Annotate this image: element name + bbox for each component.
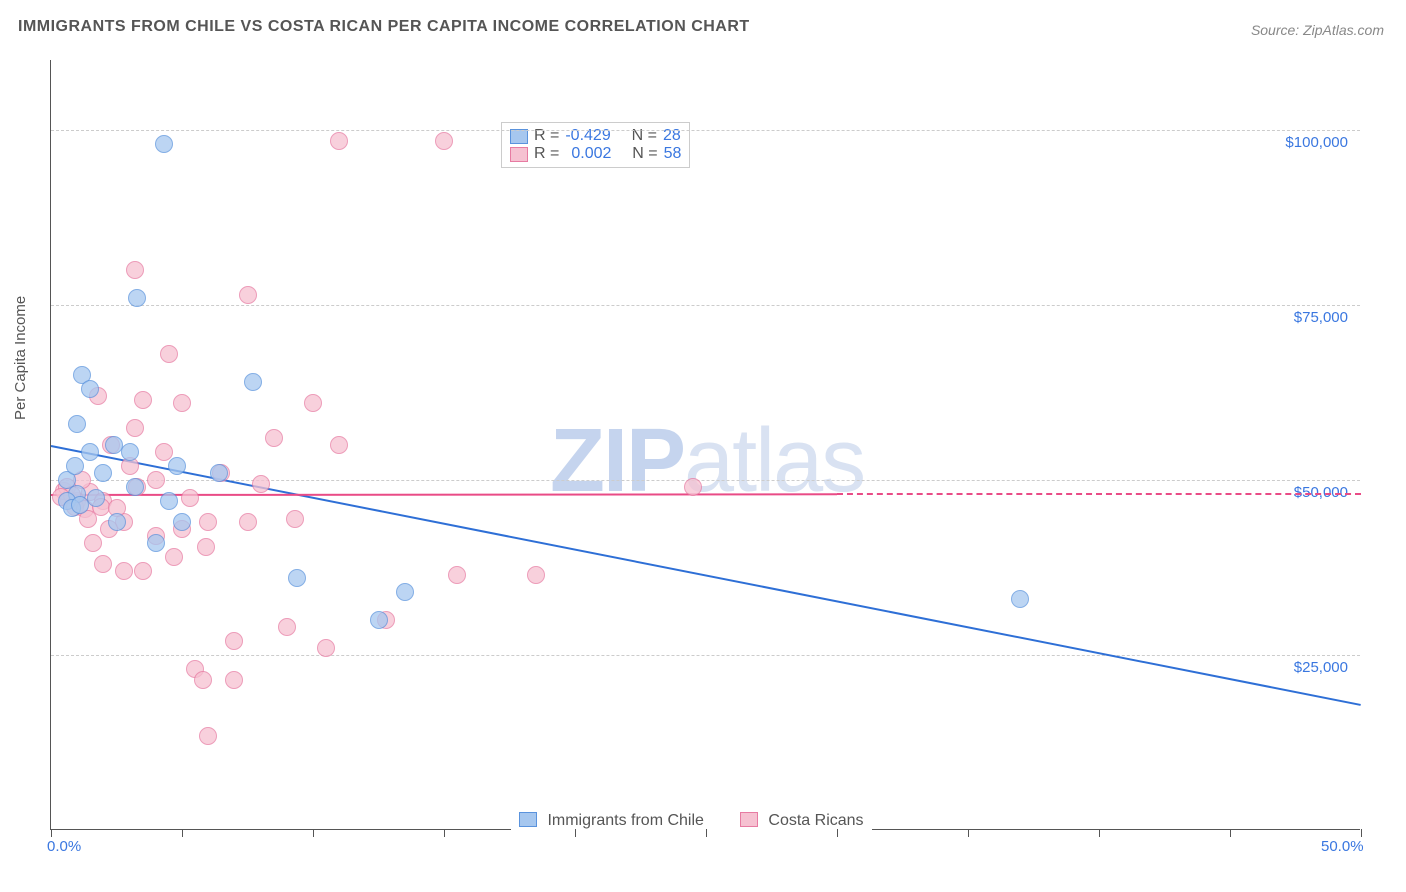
data-point xyxy=(126,419,144,437)
data-point xyxy=(81,443,99,461)
x-tick xyxy=(1230,829,1231,837)
data-point xyxy=(134,562,152,580)
x-tick xyxy=(837,829,838,837)
data-point xyxy=(286,510,304,528)
data-point xyxy=(173,513,191,531)
data-point xyxy=(165,548,183,566)
legend-item-2: Costa Ricans xyxy=(740,812,864,830)
y-axis-label: Per Capita Income xyxy=(12,296,29,420)
y-tick-label: $25,000 xyxy=(1294,659,1348,676)
data-point xyxy=(84,534,102,552)
legend-item-1: Immigrants from Chile xyxy=(519,812,704,830)
data-point xyxy=(168,457,186,475)
x-tick-label: 50.0% xyxy=(1321,838,1364,855)
data-point xyxy=(160,492,178,510)
x-tick xyxy=(182,829,183,837)
data-point xyxy=(527,566,545,584)
data-point xyxy=(225,632,243,650)
data-point xyxy=(134,391,152,409)
data-point xyxy=(155,135,173,153)
data-point xyxy=(126,261,144,279)
x-tick-label: 0.0% xyxy=(47,838,81,855)
data-point xyxy=(108,513,126,531)
data-point xyxy=(66,457,84,475)
data-point xyxy=(1011,590,1029,608)
data-point xyxy=(304,394,322,412)
data-point xyxy=(87,489,105,507)
trend-line xyxy=(51,445,1361,706)
x-tick xyxy=(444,829,445,837)
data-point xyxy=(121,443,139,461)
data-point xyxy=(317,639,335,657)
legend-bottom: Immigrants from Chile Costa Ricans xyxy=(511,812,872,830)
swatch-series-2 xyxy=(510,147,528,162)
data-point xyxy=(81,380,99,398)
x-tick xyxy=(706,829,707,837)
legend-swatch-2 xyxy=(740,812,758,827)
correlation-stats-box: R = -0.429 N = 28 R = 0.002 N = 58 xyxy=(501,122,690,168)
x-tick xyxy=(968,829,969,837)
data-point xyxy=(244,373,262,391)
data-point xyxy=(128,289,146,307)
data-point xyxy=(160,345,178,363)
x-tick xyxy=(51,829,52,837)
x-tick xyxy=(1099,829,1100,837)
data-point xyxy=(115,562,133,580)
data-point xyxy=(239,513,257,531)
x-tick xyxy=(575,829,576,837)
data-point xyxy=(435,132,453,150)
data-point xyxy=(210,464,228,482)
data-point xyxy=(370,611,388,629)
x-tick xyxy=(313,829,314,837)
data-point xyxy=(239,286,257,304)
data-point xyxy=(396,583,414,601)
y-tick-label: $100,000 xyxy=(1285,134,1348,151)
data-point xyxy=(173,394,191,412)
data-point xyxy=(199,727,217,745)
data-point xyxy=(288,569,306,587)
data-point xyxy=(199,513,217,531)
gridline xyxy=(51,655,1360,656)
trend-line-dashed xyxy=(837,493,1361,495)
data-point xyxy=(68,415,86,433)
data-point xyxy=(330,132,348,150)
gridline xyxy=(51,480,1360,481)
data-point xyxy=(94,464,112,482)
data-point xyxy=(181,489,199,507)
source-citation: Source: ZipAtlas.com xyxy=(1251,22,1384,38)
data-point xyxy=(94,555,112,573)
chart-title: IMMIGRANTS FROM CHILE VS COSTA RICAN PER… xyxy=(18,18,750,36)
data-point xyxy=(147,534,165,552)
legend-swatch-1 xyxy=(519,812,537,827)
data-point xyxy=(278,618,296,636)
data-point xyxy=(684,478,702,496)
stat-row-series-2: R = 0.002 N = 58 xyxy=(510,145,681,163)
data-point xyxy=(265,429,283,447)
data-point xyxy=(194,671,212,689)
data-point xyxy=(126,478,144,496)
gridline xyxy=(51,305,1360,306)
data-point xyxy=(147,471,165,489)
data-point xyxy=(448,566,466,584)
plot-area: R = -0.429 N = 28 R = 0.002 N = 58 Immig… xyxy=(50,60,1360,830)
data-point xyxy=(225,671,243,689)
x-tick xyxy=(1361,829,1362,837)
data-point xyxy=(252,475,270,493)
data-point xyxy=(197,538,215,556)
y-tick-label: $75,000 xyxy=(1294,309,1348,326)
gridline xyxy=(51,130,1360,131)
data-point xyxy=(330,436,348,454)
